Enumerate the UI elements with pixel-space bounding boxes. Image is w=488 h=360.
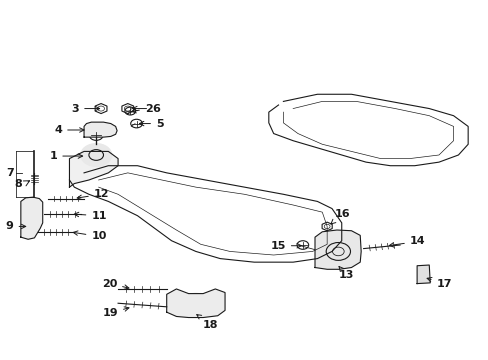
Text: 10: 10 [73, 231, 106, 242]
Text: 2: 2 [131, 104, 152, 113]
Text: 20: 20 [102, 279, 129, 289]
Polygon shape [416, 265, 429, 284]
Polygon shape [69, 152, 118, 187]
Circle shape [182, 293, 209, 313]
Text: 16: 16 [330, 209, 349, 224]
Text: 14: 14 [388, 237, 425, 247]
Text: 3: 3 [71, 104, 100, 113]
Text: 19: 19 [102, 307, 129, 318]
Text: 7: 7 [6, 168, 14, 178]
Polygon shape [166, 289, 224, 318]
Text: 17: 17 [426, 278, 451, 289]
Text: 6: 6 [132, 104, 160, 113]
Text: 18: 18 [196, 315, 218, 330]
Text: 12: 12 [77, 189, 109, 199]
Circle shape [81, 144, 112, 166]
Text: 13: 13 [338, 266, 353, 280]
Text: 1: 1 [49, 151, 82, 161]
Text: 9: 9 [6, 221, 26, 231]
Text: 11: 11 [74, 211, 106, 221]
Text: 4: 4 [54, 125, 84, 135]
Text: 15: 15 [270, 241, 301, 251]
Text: 5: 5 [139, 118, 163, 129]
Polygon shape [21, 197, 42, 239]
Polygon shape [84, 122, 117, 137]
Text: 8: 8 [15, 179, 22, 189]
Polygon shape [314, 230, 361, 269]
